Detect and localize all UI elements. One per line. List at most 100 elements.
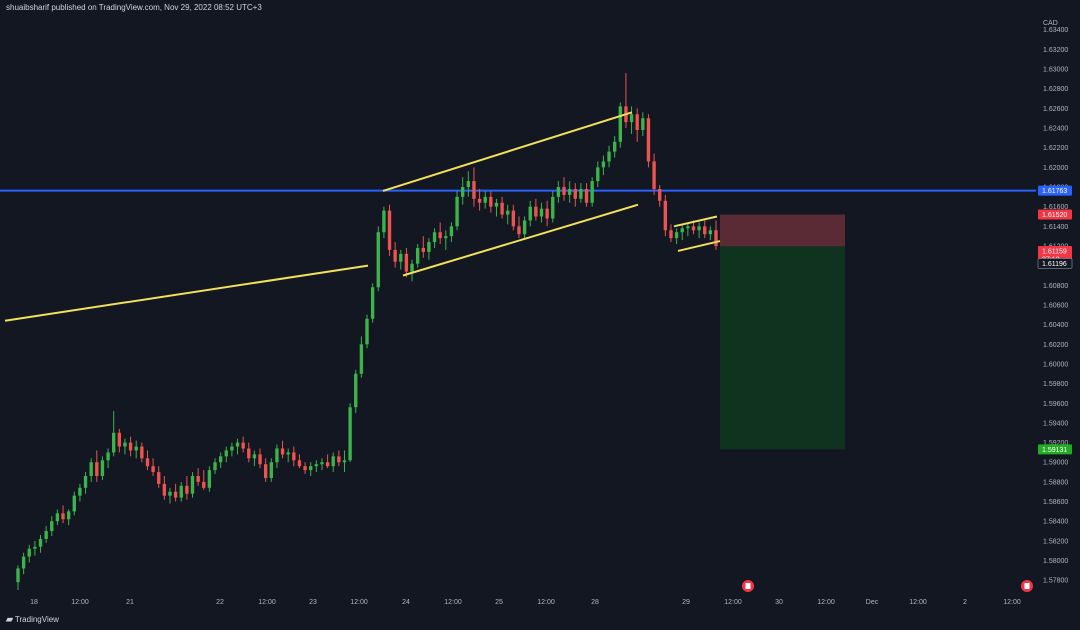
candle bbox=[517, 216, 521, 239]
time-tick: 12:00 bbox=[350, 599, 368, 606]
candle bbox=[466, 171, 471, 197]
candle bbox=[534, 198, 538, 221]
channel-upper-line bbox=[382, 111, 633, 192]
candle bbox=[342, 450, 347, 473]
candle bbox=[66, 509, 71, 526]
candle bbox=[224, 446, 228, 463]
tradingview-logo-icon: ▰ bbox=[6, 614, 13, 624]
price-label-bg bbox=[1037, 258, 1073, 269]
candle-body bbox=[66, 511, 71, 520]
price-tick: 1.60200 bbox=[1043, 342, 1068, 349]
candle bbox=[95, 450, 99, 482]
time-tick: 24 bbox=[402, 599, 410, 606]
candle-body bbox=[320, 462, 324, 465]
price-label-stop-loss: 1.61520 bbox=[1038, 209, 1072, 220]
candle-body bbox=[213, 462, 217, 471]
candle bbox=[511, 204, 516, 231]
candle-body bbox=[280, 448, 285, 455]
candle bbox=[545, 200, 549, 227]
candle bbox=[714, 220, 718, 250]
candle bbox=[241, 436, 245, 453]
candle bbox=[596, 161, 600, 188]
candle bbox=[263, 458, 268, 482]
candle-body bbox=[269, 462, 273, 478]
price-tick: 1.60400 bbox=[1043, 322, 1068, 329]
stop-loss-zone bbox=[720, 214, 845, 247]
candle bbox=[162, 476, 167, 500]
candle bbox=[438, 222, 442, 245]
time-tick: 12:00 bbox=[817, 599, 835, 606]
candle-body bbox=[686, 226, 690, 229]
candle-body bbox=[618, 106, 622, 142]
price-tick: 1.59000 bbox=[1043, 460, 1068, 467]
price-tick: 1.63400 bbox=[1043, 27, 1068, 34]
candle bbox=[551, 190, 555, 223]
candle bbox=[89, 458, 93, 482]
candle-body bbox=[16, 568, 20, 583]
candle bbox=[556, 181, 561, 203]
price-tick: 1.60600 bbox=[1043, 302, 1068, 309]
candle bbox=[100, 456, 105, 480]
candle-body bbox=[483, 196, 487, 203]
candle-body bbox=[393, 249, 397, 262]
candle bbox=[286, 448, 290, 463]
candle bbox=[567, 181, 572, 203]
time-tick: 23 bbox=[309, 599, 317, 606]
candle bbox=[404, 247, 409, 278]
price-tick: 1.62400 bbox=[1043, 126, 1068, 133]
candle bbox=[477, 188, 482, 211]
candle bbox=[309, 462, 313, 477]
candle bbox=[539, 202, 544, 223]
price-tick: 1.58600 bbox=[1043, 499, 1068, 506]
time-tick: 29 bbox=[682, 599, 690, 606]
candle-body bbox=[337, 456, 341, 463]
candle-body bbox=[387, 210, 392, 250]
candle-body bbox=[652, 161, 656, 189]
candle bbox=[461, 177, 465, 205]
candle bbox=[410, 259, 414, 282]
candle bbox=[112, 411, 116, 457]
price-tick: 1.62000 bbox=[1043, 165, 1068, 172]
candle-body bbox=[89, 462, 93, 477]
candle bbox=[359, 336, 364, 378]
candle-body bbox=[658, 188, 662, 201]
candle bbox=[618, 102, 622, 148]
brand-text: TradingView bbox=[14, 615, 59, 624]
candle bbox=[55, 509, 60, 526]
candle bbox=[258, 448, 262, 469]
time-tick: 22 bbox=[216, 599, 224, 606]
candle-body bbox=[410, 263, 414, 272]
candle bbox=[624, 72, 628, 129]
candle-body bbox=[494, 202, 499, 207]
candle bbox=[325, 454, 330, 469]
candle-body bbox=[247, 448, 251, 459]
candle bbox=[387, 204, 392, 256]
candle-body bbox=[511, 210, 516, 227]
candle-body bbox=[100, 460, 105, 477]
candle-body bbox=[669, 230, 673, 239]
candle bbox=[16, 565, 20, 591]
event-flag-glyph bbox=[1024, 583, 1030, 589]
candle-body bbox=[190, 476, 195, 494]
candle bbox=[202, 470, 206, 490]
candle bbox=[421, 236, 425, 258]
candle-body bbox=[359, 344, 364, 374]
candle bbox=[117, 428, 122, 453]
time-tick: 12:00 bbox=[909, 599, 927, 606]
time-tick: 12:00 bbox=[444, 599, 462, 606]
candle bbox=[50, 516, 54, 536]
candle-body bbox=[489, 196, 493, 207]
channel-lower-line bbox=[402, 203, 639, 277]
candle-body bbox=[61, 513, 65, 520]
price-label-bg bbox=[1038, 444, 1072, 455]
price-label-text: 1.61763 bbox=[1042, 188, 1067, 195]
candle bbox=[337, 450, 341, 467]
currency-label: CAD bbox=[1043, 20, 1058, 27]
candle-body bbox=[258, 454, 262, 465]
candle-body bbox=[292, 452, 296, 461]
candle-body bbox=[427, 242, 431, 252]
candle bbox=[44, 526, 48, 543]
candle-body bbox=[629, 114, 634, 123]
candle-body bbox=[635, 114, 639, 131]
